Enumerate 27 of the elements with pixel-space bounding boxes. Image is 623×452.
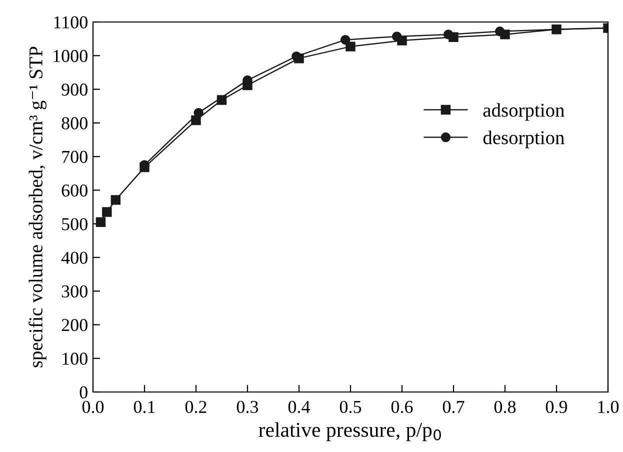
y-tick-label: 700	[62, 150, 88, 163]
y-tick-label: 600	[62, 184, 88, 197]
legend-label: adsorption	[483, 103, 564, 121]
y-axis-title: specific volume adsorbed, v/cm³ g⁻¹ STP	[28, 46, 46, 368]
y-tick-label: 100	[62, 352, 88, 365]
y-tick-label: 800	[62, 117, 88, 130]
x-tick-label: 0.6	[391, 400, 413, 414]
x-tick-label: 0.3	[236, 400, 258, 414]
x-tick-label: 0.9	[546, 400, 568, 414]
x-tick-label: 0.1	[134, 400, 155, 414]
x-tick-label: 0.5	[340, 400, 362, 414]
y-tick-label: 1100	[54, 16, 88, 28]
x-tick-label: 0.8	[494, 400, 516, 414]
y-tick-label: 0	[80, 386, 88, 398]
x-tick-label: 0.2	[185, 400, 206, 414]
y-tick-label: 500	[62, 218, 88, 230]
x-tick-label: 0.0	[82, 400, 104, 414]
y-tick-label: 1000	[54, 50, 88, 62]
y-tick-label: 300	[62, 285, 88, 298]
y-tick-label: 200	[62, 318, 88, 332]
legend-label: desorption	[483, 130, 564, 148]
y-tick-label: 900	[62, 84, 88, 96]
x-tick-label: 0.7	[442, 400, 464, 414]
x-tick-label: 0.4	[288, 400, 310, 414]
x-axis-title: relative pressure, p/p$_{0}$	[258, 422, 441, 442]
y-tick-label: 400	[61, 252, 88, 264]
x-tick-label: 1.0	[598, 400, 619, 414]
